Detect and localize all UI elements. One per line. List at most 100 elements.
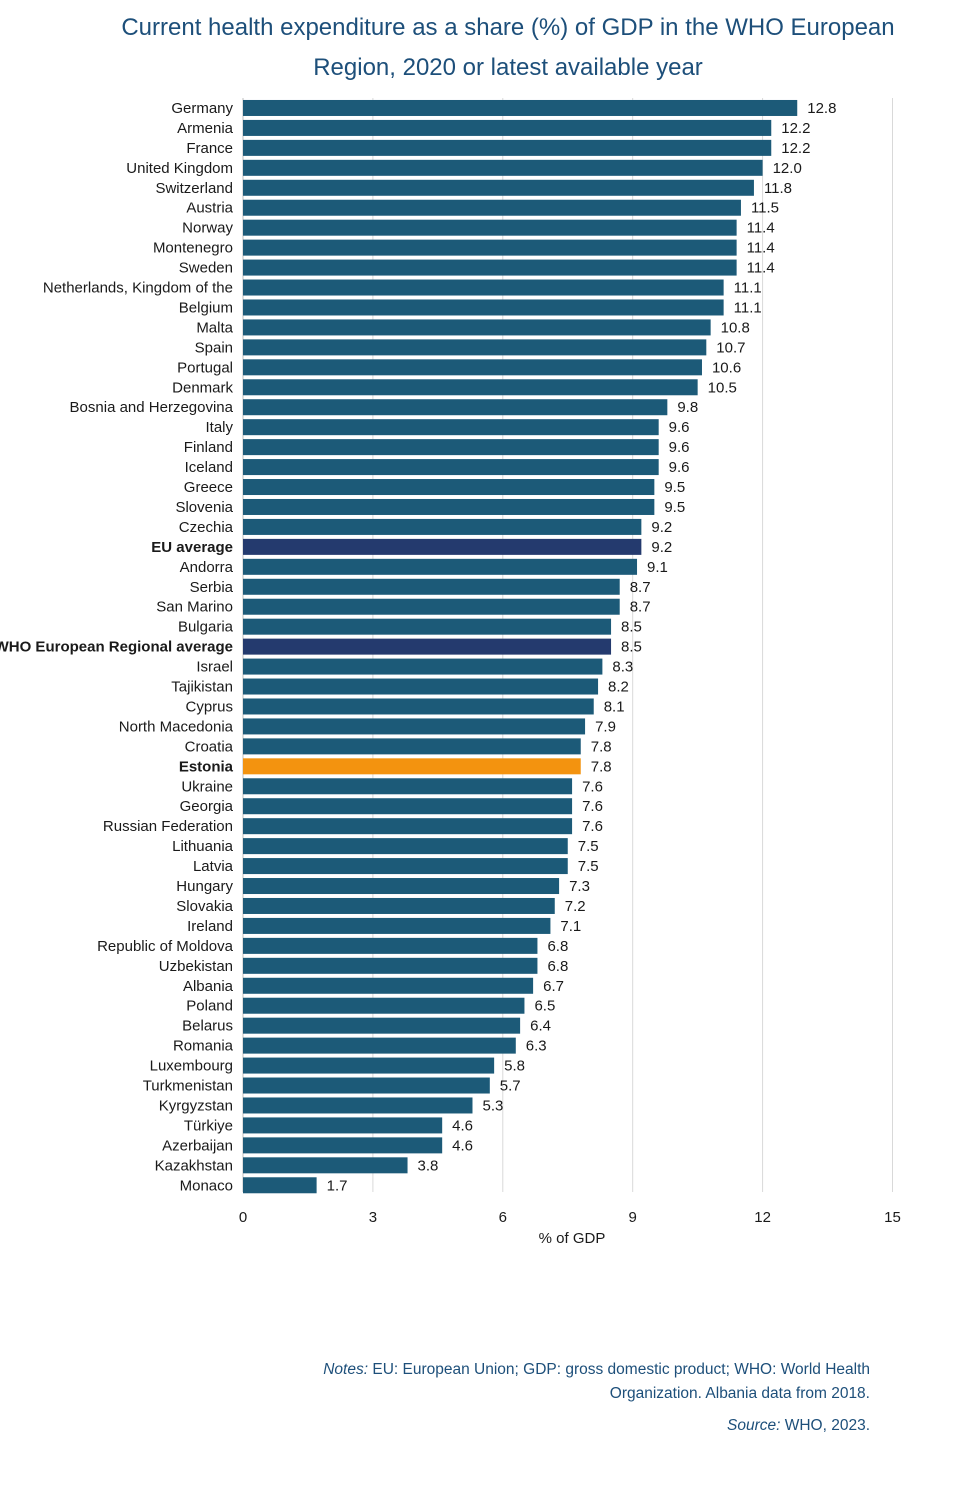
chart-title: Current health expenditure as a share (%… — [0, 8, 958, 88]
value-label-republic-of-moldova: 6.8 — [547, 938, 568, 955]
value-label-montenegro: 11.4 — [747, 240, 775, 257]
bar-who-european-regional-average — [243, 638, 612, 655]
bar-greece — [243, 479, 655, 496]
bar-turkmenistan — [243, 1077, 490, 1094]
value-label-t-rkiye: 4.6 — [452, 1117, 473, 1134]
category-label-ukraine: Ukraine — [181, 778, 233, 795]
notes: Notes: EU: European Union; GDP: gross do… — [310, 1358, 870, 1406]
category-label-estonia: Estonia — [179, 758, 234, 775]
bar-malta — [243, 319, 711, 336]
bar-netherlands-kingdom-of-the — [243, 279, 724, 296]
value-label-armenia: 12.2 — [781, 120, 810, 137]
category-label-russian-federation: Russian Federation — [103, 818, 233, 835]
bar-ukraine — [243, 778, 573, 795]
bar-cyprus — [243, 698, 594, 715]
value-label-albania: 6.7 — [543, 978, 564, 995]
bar-georgia — [243, 798, 573, 815]
bar-croatia — [243, 738, 581, 755]
value-label-cyprus: 8.1 — [604, 698, 625, 715]
category-label-portugal: Portugal — [177, 359, 233, 376]
bar-san-marino — [243, 598, 620, 615]
category-label-lithuania: Lithuania — [172, 838, 234, 855]
value-label-uzbekistan: 6.8 — [547, 958, 568, 975]
value-label-turkmenistan: 5.7 — [500, 1078, 521, 1095]
category-label-belarus: Belarus — [182, 1018, 233, 1035]
category-label-norway: Norway — [182, 220, 233, 237]
category-label-romania: Romania — [173, 1038, 234, 1055]
value-label-north-macedonia: 7.9 — [595, 718, 616, 735]
category-label-switzerland: Switzerland — [155, 180, 233, 197]
category-label-denmark: Denmark — [172, 379, 233, 396]
value-label-ukraine: 7.6 — [582, 778, 603, 795]
value-label-bulgaria: 8.5 — [621, 619, 642, 636]
value-label-poland: 6.5 — [534, 998, 555, 1015]
bar-austria — [243, 199, 741, 216]
bar-france — [243, 139, 772, 156]
bar-poland — [243, 997, 525, 1014]
bar-switzerland — [243, 179, 754, 196]
bar-sweden — [243, 259, 737, 276]
bar-iceland — [243, 459, 659, 476]
bar-bulgaria — [243, 618, 612, 635]
value-label-czechia: 9.2 — [651, 519, 672, 536]
category-label-israel: Israel — [196, 659, 233, 676]
bar-azerbaijan — [243, 1137, 443, 1154]
category-label-who-european-regional-average: WHO European Regional average — [0, 639, 233, 656]
bar-lithuania — [243, 838, 568, 855]
x-tick-label-3: 3 — [369, 1209, 377, 1226]
value-label-greece: 9.5 — [664, 479, 685, 496]
value-label-luxembourg: 5.8 — [504, 1058, 525, 1075]
value-label-denmark: 10.5 — [708, 379, 737, 396]
bar-czechia — [243, 518, 642, 535]
value-label-romania: 6.3 — [526, 1038, 547, 1055]
category-label-greece: Greece — [184, 479, 233, 496]
bar-israel — [243, 658, 603, 675]
value-label-slovenia: 9.5 — [664, 499, 685, 516]
value-label-san-marino: 8.7 — [630, 599, 651, 616]
bar-russian-federation — [243, 818, 573, 835]
x-tick-label-15: 15 — [884, 1209, 901, 1226]
category-label-bulgaria: Bulgaria — [178, 619, 234, 636]
value-label-croatia: 7.8 — [591, 738, 612, 755]
category-label-azerbaijan: Azerbaijan — [162, 1137, 233, 1154]
bar-ireland — [243, 917, 551, 934]
value-label-sweden: 11.4 — [747, 260, 775, 277]
category-label-serbia: Serbia — [190, 579, 234, 596]
bar-kazakhstan — [243, 1157, 408, 1174]
category-label-luxembourg: Luxembourg — [150, 1058, 233, 1075]
bar-spain — [243, 339, 707, 356]
value-label-netherlands-kingdom-of-the: 11.1 — [734, 280, 762, 297]
bar-serbia — [243, 578, 620, 595]
category-label-north-macedonia: North Macedonia — [119, 718, 234, 735]
bar-italy — [243, 419, 659, 436]
value-label-united-kingdom: 12.0 — [773, 160, 802, 177]
category-label-t-rkiye: Türkiye — [184, 1117, 233, 1134]
category-label-italy: Italy — [205, 419, 233, 436]
category-label-slovenia: Slovenia — [175, 499, 233, 516]
value-label-estonia: 7.8 — [591, 758, 612, 775]
bar-t-rkiye — [243, 1117, 443, 1134]
category-label-netherlands-kingdom-of-the: Netherlands, Kingdom of the — [43, 280, 233, 297]
category-label-cyprus: Cyprus — [185, 698, 233, 715]
category-label-hungary: Hungary — [176, 878, 233, 895]
bar-andorra — [243, 558, 638, 575]
value-label-andorra: 9.1 — [647, 559, 668, 576]
bar-armenia — [243, 119, 772, 136]
value-label-azerbaijan: 4.6 — [452, 1137, 473, 1154]
value-label-monaco: 1.7 — [327, 1177, 348, 1194]
category-label-spain: Spain — [195, 339, 233, 356]
category-label-turkmenistan: Turkmenistan — [143, 1078, 233, 1095]
value-label-bosnia-and-herzegovina: 9.8 — [677, 399, 698, 416]
value-label-russian-federation: 7.6 — [582, 818, 603, 835]
value-label-lithuania: 7.5 — [578, 838, 599, 855]
value-label-belarus: 6.4 — [530, 1018, 551, 1035]
value-labels: 12.8 12.2 12.2 12.0 11.8 11.5 11.4 11.4 11.4 11.1… — [327, 100, 837, 1194]
bar-republic-of-moldova — [243, 937, 538, 954]
bar-monaco — [243, 1177, 317, 1194]
bar-portugal — [243, 359, 702, 376]
category-label-san-marino: San Marino — [156, 599, 233, 616]
bar-albania — [243, 977, 534, 994]
bar-latvia — [243, 858, 568, 875]
bar-montenegro — [243, 239, 737, 256]
category-label-france: France — [186, 140, 233, 157]
